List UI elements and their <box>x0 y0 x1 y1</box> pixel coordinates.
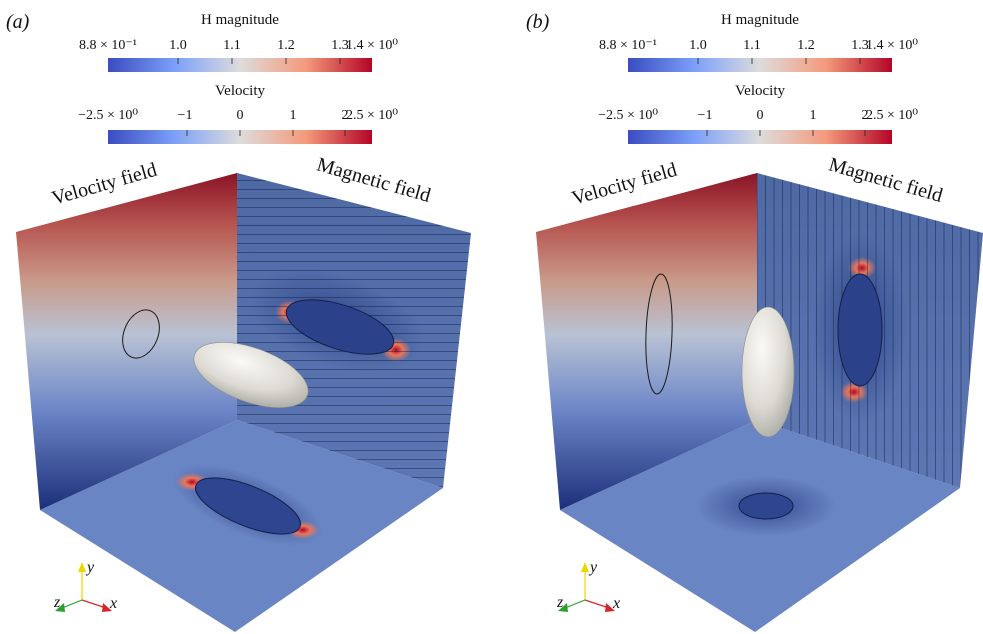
colorbar-title: Velocity <box>215 83 265 99</box>
magnetic-wall <box>757 173 983 488</box>
colorbar-ticks <box>706 130 866 136</box>
colorbar-tick-label: 1 <box>810 108 817 123</box>
x-axis-arrow-icon <box>605 603 615 612</box>
colorbar-title: H magnitude <box>201 12 279 28</box>
orientation-axes: y x z <box>556 559 620 612</box>
colorbar-tick-label: −1 <box>178 108 193 123</box>
panel-label: (b) <box>526 11 550 33</box>
y-axis-arrow-icon <box>581 562 589 572</box>
colorbar-gradient <box>108 58 372 72</box>
colorbar-tick-label: 1.0 <box>169 38 187 53</box>
colorbar-h-magnitude: H magnitude 8.8 × 10⁻¹ 1.0 1.1 1.2 1.3 1… <box>79 12 398 72</box>
x-axis-arrow-icon <box>102 603 112 612</box>
velocity-wall-outline <box>122 309 160 359</box>
axis-label-z: z <box>53 594 61 611</box>
colorbar-tick-label: 1.4 × 10⁰ <box>346 38 398 53</box>
colorbar-tick-label: −1 <box>698 108 713 123</box>
colorbar-tick-label: −2.5 × 10⁰ <box>78 108 138 123</box>
colorbar-gradient <box>108 130 372 144</box>
axis-label-y: y <box>588 559 598 576</box>
axis-label-z: z <box>556 594 564 611</box>
panel-b: (b) H magnitude 8.8 × 10⁻¹ 1.0 1.1 1.2 1… <box>526 11 983 632</box>
colorbar-title: Velocity <box>735 83 785 99</box>
colorbar-ticks <box>177 58 341 64</box>
floor-section <box>195 477 301 535</box>
magnetic-wall <box>237 173 471 488</box>
axis-label-x: x <box>109 595 117 612</box>
colorbar-tick-label: 8.8 × 10⁻¹ <box>79 38 137 53</box>
axis-label-x: x <box>612 595 620 612</box>
colorbar-tick-label: 8.8 × 10⁻¹ <box>599 38 657 53</box>
colorbar-tick-label: 0 <box>757 108 764 123</box>
colorbar-tick-label: 0 <box>237 108 244 123</box>
panel-a: (a) H magnitude 8.8 × 10⁻¹ 1.0 1.1 1.2 1… <box>6 11 471 632</box>
colorbar-tick-label: 1.2 <box>797 38 815 53</box>
colorbar-velocity: Velocity −2.5 × 10⁰ −1 0 1 2 2.5 × 10⁰ <box>598 83 918 144</box>
floor-section <box>738 492 794 520</box>
colorbar-tick-label: 1.0 <box>689 38 707 53</box>
colorbar-velocity: Velocity −2.5 × 10⁰ −1 0 1 2 2.5 × 10⁰ <box>78 83 398 144</box>
axis-label-y: y <box>85 559 95 576</box>
colorbar-tick-label: 1.3 <box>851 38 869 53</box>
colorbar-gradient <box>628 58 892 72</box>
z-axis-arrow-icon <box>558 603 568 612</box>
colorbar-tick-label: 2 <box>862 108 869 123</box>
colorbar-title: H magnitude <box>721 12 799 28</box>
colorbar-tick-label: 1.4 × 10⁰ <box>866 38 918 53</box>
y-axis-arrow-icon <box>78 562 86 572</box>
velocity-wall <box>536 173 757 510</box>
z-axis-arrow-icon <box>55 603 65 612</box>
colorbar-tick-label: 1.1 <box>743 38 761 53</box>
colorbar-tick-label: 2 <box>342 108 349 123</box>
colorbar-gradient <box>628 130 892 144</box>
colorbar-tick-label: 1.1 <box>223 38 241 53</box>
colorbar-h-magnitude: H magnitude 8.8 × 10⁻¹ 1.0 1.1 1.2 1.3 1… <box>599 12 918 72</box>
colorbar-tick-label: 2.5 × 10⁰ <box>346 108 398 123</box>
panel-label: (a) <box>6 11 30 33</box>
velocity-wall-outline <box>645 273 673 395</box>
velocity-wall <box>16 173 237 510</box>
colorbar-ticks <box>697 58 861 64</box>
colorbar-tick-label: 1.2 <box>277 38 295 53</box>
ellipsoid <box>193 342 309 408</box>
colorbar-tick-label: 1 <box>290 108 297 123</box>
magnetic-wall-section <box>285 299 395 355</box>
magnetic-wall-section <box>837 273 883 387</box>
colorbar-tick-label: 2.5 × 10⁰ <box>866 108 918 123</box>
orientation-axes: y x z <box>53 559 117 612</box>
colorbar-tick-label: −2.5 × 10⁰ <box>598 108 658 123</box>
colorbar-tick-label: 1.3 <box>331 38 349 53</box>
colorbar-ticks <box>186 130 346 136</box>
ellipsoid <box>741 306 795 438</box>
